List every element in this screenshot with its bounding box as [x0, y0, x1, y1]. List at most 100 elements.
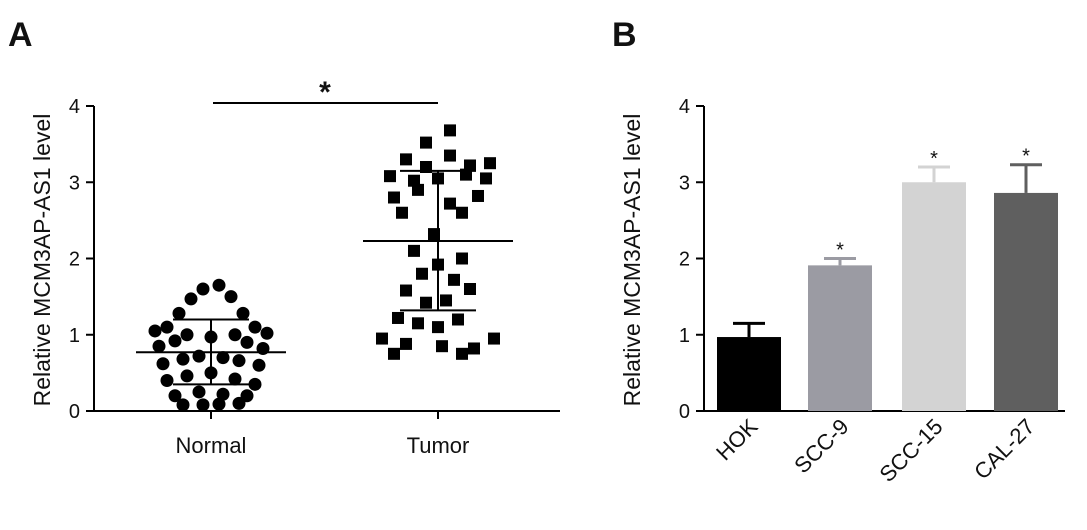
panel-a-point-circle [160, 320, 174, 334]
panel-b-y-ticks: 0 1 2 3 4 [679, 96, 704, 423]
panel-a-point-square [468, 342, 480, 355]
panel-a-point-circle [236, 306, 250, 320]
panel-a-point-square [488, 332, 500, 345]
panel-a-scatter-chart: A Relative MCM3AP-AS1 level 0 1 2 3 4 Normal… [8, 16, 560, 458]
panel-a-point-square [420, 136, 432, 149]
panel-a-point-square [376, 332, 388, 345]
panel-a-point-square [480, 172, 492, 185]
panel-a-point-square [456, 206, 468, 219]
panel-a-point-circle [172, 306, 186, 320]
panel-a-point-circle [176, 352, 190, 366]
panel-a-point-square [472, 189, 484, 202]
panel-a-point-circle [212, 397, 226, 411]
panel-a-y-axis-title: Relative MCM3AP-AS1 level [29, 114, 55, 407]
panel-b-bar-chart: B Relative MCM3AP-AS1 level 0 1 2 3 4 * * * HO… [612, 16, 1065, 487]
panel-a-point-square [444, 197, 456, 210]
panel-a-point-square [408, 244, 420, 257]
panel-b-significance-star: * [1022, 146, 1030, 168]
panel-a-point-square [392, 311, 404, 324]
panel-b-category-label: SCC-15 [875, 414, 948, 487]
panel-a-point-square [444, 149, 456, 162]
panel-a-point-square [464, 283, 476, 295]
panel-b-category-label: HOK [711, 414, 763, 466]
panel-b-bar [994, 192, 1058, 411]
panel-b-category-label: SCC-9 [789, 414, 853, 478]
panel-b-significance-star: * [930, 148, 938, 170]
panel-a-point-circle [156, 357, 170, 371]
panel-a-point-square [420, 296, 432, 309]
panel-a-point-circle [224, 290, 238, 304]
panel-a-data-points [148, 124, 500, 412]
panel-b-x-categories: HOK SCC-9 SCC-15 CAL-27 [711, 414, 1039, 487]
panel-b-y-tick-label: 3 [679, 172, 690, 194]
panel-a-point-square [440, 294, 452, 307]
panel-a-point-circle [196, 282, 210, 296]
panel-a-x-categories: Normal Tumor [176, 411, 470, 458]
panel-a-point-square [432, 321, 444, 334]
panel-a-point-circle [168, 389, 182, 403]
panel-a-y-tick-label: 4 [69, 96, 80, 118]
panel-a-point-circle [248, 320, 262, 334]
panel-a-point-circle [232, 354, 246, 368]
panel-b-category-label: CAL-27 [969, 414, 1039, 484]
panel-a-point-circle [192, 385, 206, 399]
panel-a-point-circle [180, 369, 194, 383]
panel-a-point-square [464, 159, 476, 172]
panel-a-point-square [400, 153, 412, 166]
panel-a-point-square [444, 124, 456, 137]
panel-b-letter: B [612, 16, 637, 54]
panel-b-bar [808, 265, 872, 411]
panel-a-point-square [408, 174, 420, 187]
panel-a-point-square [396, 206, 408, 219]
panel-a-y-tick-label: 1 [69, 325, 80, 347]
panel-a-point-circle [148, 324, 162, 338]
panel-a-point-circle [216, 387, 230, 401]
panel-a-point-circle [228, 328, 242, 342]
panel-a-point-circle [152, 339, 166, 353]
panel-a-letter: A [8, 16, 33, 54]
panel-a-point-circle [216, 351, 230, 365]
panel-a-y-tick-label: 2 [69, 249, 80, 271]
panel-a-category-label: Tumor [407, 433, 470, 458]
panel-a-point-square [412, 317, 424, 330]
panel-a-point-circle [184, 292, 198, 306]
panel-a-significance-star: * [319, 76, 331, 109]
panel-a-point-square [384, 170, 396, 183]
panel-a-point-square [400, 337, 412, 350]
panel-a-point-square [400, 284, 412, 297]
panel-b-bar [902, 182, 966, 411]
panel-b-y-tick-label: 0 [679, 401, 690, 423]
panel-a-y-tick-label: 3 [69, 172, 80, 194]
panel-a-point-square [388, 191, 400, 204]
panel-a-mean-sd-bars [136, 169, 513, 386]
panel-b-bar [717, 337, 781, 411]
panel-a-point-square [388, 347, 400, 360]
panel-a-point-square [412, 183, 424, 196]
panel-a-point-circle [176, 398, 190, 412]
panel-b-y-tick-label: 1 [679, 325, 690, 347]
panel-a-point-square [456, 252, 468, 265]
panel-a-point-circle [196, 398, 210, 412]
panel-a-point-circle [212, 278, 226, 292]
panel-b-bars: * * * [717, 146, 1058, 411]
panel-a-point-circle [260, 326, 274, 340]
panel-a-point-square [484, 157, 496, 170]
panel-b-significance-star: * [836, 240, 844, 262]
panel-a-point-circle [180, 328, 194, 342]
panel-a-point-circle [228, 372, 242, 386]
panel-a-point-square [456, 347, 468, 360]
panel-a-point-square [448, 273, 460, 286]
panel-a-point-circle [240, 335, 254, 349]
panel-a-point-circle [232, 396, 246, 410]
panel-a-point-square [452, 313, 464, 326]
panel-a-point-square [436, 340, 448, 353]
panel-a-point-circle [160, 374, 174, 387]
panel-a-y-ticks: 0 1 2 3 4 [69, 96, 94, 423]
panel-b-y-tick-label: 4 [679, 96, 690, 118]
panel-a-point-square [416, 267, 428, 280]
panel-a-y-tick-label: 0 [69, 401, 80, 423]
panel-a-point-circle [248, 377, 262, 391]
panel-b-y-tick-label: 2 [679, 249, 690, 271]
panel-b-y-axis-title: Relative MCM3AP-AS1 level [619, 114, 645, 407]
